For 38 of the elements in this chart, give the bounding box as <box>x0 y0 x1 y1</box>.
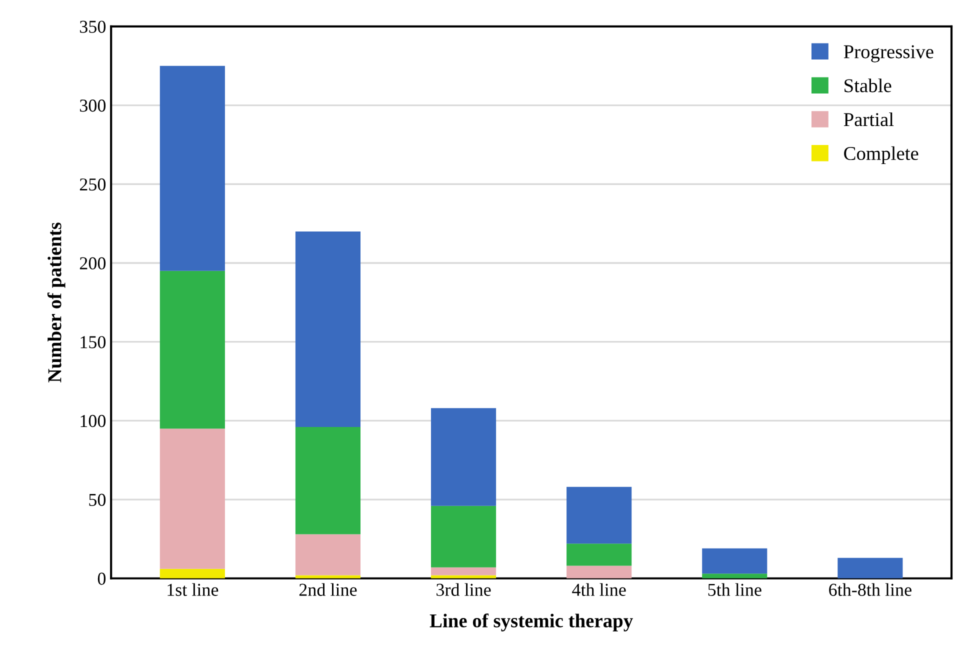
x-tick-label: 6th-8th line <box>829 583 912 596</box>
y-tick-label: 300 <box>80 100 106 112</box>
bar <box>160 66 225 271</box>
x-tick-label: 5th line <box>708 583 762 596</box>
bar <box>430 575 496 578</box>
bar <box>566 566 632 578</box>
y-tick-label: 100 <box>80 414 106 428</box>
y-tick-label: 350 <box>80 20 106 33</box>
bar <box>295 426 361 534</box>
y-tick-label: 0 <box>98 572 106 585</box>
bar <box>566 544 632 566</box>
bar <box>702 574 768 578</box>
x-axis-title: Line of systemic therapy <box>430 614 633 632</box>
bar <box>160 428 225 569</box>
legend-label: Progressive <box>844 45 934 62</box>
bar <box>430 567 496 576</box>
bar <box>566 486 632 544</box>
legend-label: Complete <box>844 146 918 164</box>
bar <box>295 231 361 427</box>
x-tick-label: 1st line <box>168 583 218 596</box>
bar <box>430 408 496 506</box>
y-tick-label: 200 <box>80 257 106 270</box>
bar <box>838 558 903 578</box>
x-tick-label: 2nd line <box>299 583 357 596</box>
bar <box>295 575 361 578</box>
x-tick-label: 3rd line <box>436 583 491 596</box>
y-tick-label: 250 <box>80 178 106 191</box>
bar <box>160 270 225 429</box>
bar <box>702 548 768 574</box>
bar <box>295 534 361 576</box>
y-tick-label: 50 <box>89 494 106 506</box>
y-tick-label: 150 <box>80 336 106 348</box>
x-tick-label: 4th line <box>572 583 626 596</box>
legend-label: Stable <box>844 78 892 92</box>
bar <box>160 568 225 578</box>
y-axis-title: Number of patients <box>47 222 66 382</box>
legend-label: Partial <box>844 112 894 126</box>
bar <box>430 506 496 568</box>
